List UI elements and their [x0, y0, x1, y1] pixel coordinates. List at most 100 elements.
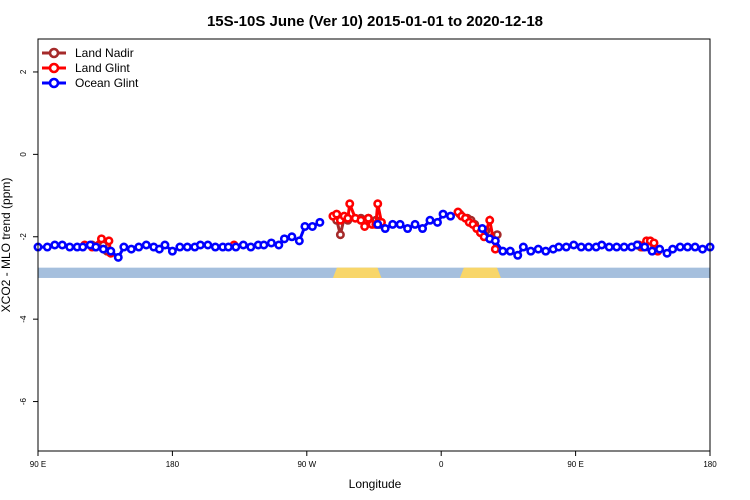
legend-marker: [48, 47, 60, 59]
data-point: [505, 246, 515, 256]
data-point: [683, 242, 693, 252]
y-axis-ticks: 2 0 -2 -4 -6: [19, 69, 38, 405]
surface-band: [38, 267, 710, 278]
data-point: [569, 240, 579, 250]
data-point: [96, 234, 106, 244]
data-point: [141, 240, 151, 250]
data-point: [203, 240, 213, 250]
data-point: [373, 199, 383, 209]
plot-frame: [37, 38, 711, 452]
y-tick-label: -2: [19, 233, 28, 241]
data-point: [640, 242, 650, 252]
data-point: [345, 199, 355, 209]
data-point: [231, 242, 241, 252]
data-point: [300, 221, 310, 231]
data-point: [485, 215, 495, 225]
data-point: [380, 224, 390, 234]
data-point: [175, 242, 185, 252]
data-point: [403, 224, 413, 234]
series-line: [38, 220, 321, 260]
data-point: [576, 242, 586, 252]
data-point: [432, 217, 442, 227]
x-axis-ticks: 90 E 180 90 W 0 90 E 180: [30, 451, 717, 469]
data-point: [490, 244, 500, 254]
data-point: [335, 230, 345, 240]
data-point: [363, 213, 373, 223]
x-tick-label: 180: [703, 460, 717, 469]
legend-marker: [48, 62, 60, 74]
data-point: [490, 236, 500, 246]
data-point: [477, 224, 487, 234]
data-point: [167, 246, 177, 256]
data-point: [134, 242, 144, 252]
legend-label: Ocean Glint: [75, 76, 139, 90]
data-point: [649, 238, 659, 248]
data-point: [91, 242, 101, 252]
land-band: [332, 267, 382, 278]
data-point: [113, 252, 123, 262]
data-point: [662, 248, 672, 258]
data-point: [360, 221, 370, 231]
data-point: [541, 246, 551, 256]
data-point: [373, 219, 383, 229]
data-point: [356, 215, 366, 225]
data-point: [597, 240, 607, 250]
data-point: [279, 234, 289, 244]
x-tick-label: 0: [439, 460, 444, 469]
data-point: [119, 242, 129, 252]
y-axis-label: XCO2 - MLO trend (ppm): [0, 178, 13, 313]
x-tick-label: 90 W: [297, 460, 316, 469]
legend-item: Land Nadir: [42, 46, 134, 60]
data-point: [612, 242, 622, 252]
data-point: [395, 219, 405, 229]
data-point: [332, 209, 342, 219]
data-point: [259, 240, 269, 250]
data-point: [78, 242, 88, 252]
y-tick-label: 2: [19, 69, 28, 74]
y-tick-label: -4: [19, 315, 28, 323]
data-point: [418, 224, 428, 234]
data-point: [57, 240, 67, 250]
data-point: [50, 240, 60, 250]
data-point: [106, 246, 116, 256]
data-point: [533, 244, 543, 254]
data-point: [446, 211, 456, 221]
data-point: [307, 221, 317, 231]
data-point: [182, 242, 192, 252]
data-point: [410, 219, 420, 229]
x-axis-label: Longitude: [349, 477, 402, 491]
data-point: [498, 246, 508, 256]
chart-title: 15S-10S June (Ver 10) 2015-01-01 to 2020…: [207, 13, 543, 30]
data-point: [274, 240, 284, 250]
x-tick-label: 90 E: [30, 460, 46, 469]
data-point: [42, 242, 52, 252]
data-point: [104, 236, 114, 246]
land-band: [459, 267, 501, 278]
data-point: [675, 242, 685, 252]
data-point: [388, 219, 398, 229]
data-point: [561, 242, 571, 252]
data-point: [287, 232, 297, 242]
data-point: [526, 246, 536, 256]
data-point: [126, 244, 136, 254]
data-point: [195, 240, 205, 250]
data-point: [294, 236, 304, 246]
data-point: [690, 242, 700, 252]
legend-item: Land Glint: [42, 61, 130, 75]
y-tick-label: 0: [19, 152, 28, 157]
legend-label: Land Glint: [75, 61, 130, 75]
data-point: [315, 217, 325, 227]
data-point: [584, 242, 594, 252]
data-point: [425, 215, 435, 225]
data-point: [246, 242, 256, 252]
series-layer: [33, 199, 715, 262]
x-tick-label: 90 E: [567, 460, 583, 469]
legend-label: Land Nadir: [75, 46, 134, 60]
data-point: [98, 244, 108, 254]
series-ocean-glint: [33, 209, 715, 262]
y-tick-label: -6: [19, 397, 28, 405]
data-point: [655, 244, 665, 254]
data-point: [604, 242, 614, 252]
